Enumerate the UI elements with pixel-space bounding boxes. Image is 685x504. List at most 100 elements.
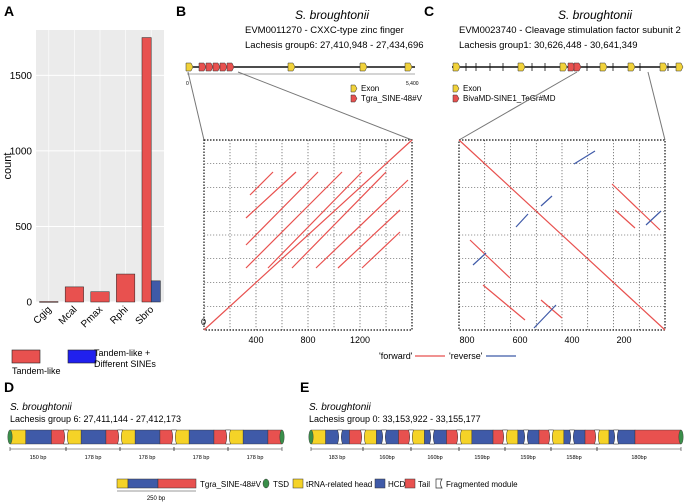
scale-end-b: 5,400 [406,81,419,87]
reverse-repeat [515,213,529,228]
forward-repeat [249,171,274,196]
sine-c [573,62,582,72]
fragmented-module [429,429,435,445]
dotplot-x-tick: 600 [512,335,527,345]
legend-tsd: TSD [273,480,289,489]
legend-trna-icon [292,478,304,489]
y-tick-label: 1500 [10,71,33,82]
hcd-module [25,429,52,445]
forward-repeat [482,284,526,321]
fragmented-module [523,429,529,445]
hcd-module [376,429,399,445]
legend-exon-c: Exon [463,84,481,93]
scale-start-b: 0 [186,81,189,87]
trna-head [65,429,82,445]
fragmented-module [569,429,575,445]
tsd-marker [279,429,285,445]
panel-label-a: A [4,3,14,19]
dotplot-origin-b: 0 [201,317,206,327]
hcd-module [80,429,107,445]
exon-c [659,62,668,72]
zoom-line-right-c [647,71,666,141]
gene-c: EVM0023740 - Cleavage stimulation factor… [459,25,681,36]
exon-b [287,62,296,72]
fragmented-module [502,429,508,445]
x-tick-label: Rphi [108,304,130,326]
forward-repeat [245,171,319,246]
bar-tandem-sbro [141,37,152,303]
fragmented-module [613,429,619,445]
exon-b [185,62,194,72]
dotplot-x-tick: 1200 [350,335,370,345]
bar-chart: 0 500 1000 1500 Cgig Mcal Pmax Rphi Sbro count [2,30,164,330]
legend-exon-icon-c [452,84,460,93]
span-label: 180bp [631,455,646,461]
legend-trna: tRNA-related head [306,480,372,489]
legend-tandem-sines-label-2: Different SINEs [94,359,156,369]
span-label: 178 bp [85,455,102,461]
span-label: 158bp [566,455,581,461]
exon-b [404,62,413,72]
exon-c [627,62,636,72]
span-label: 178 bp [139,455,156,461]
sine-b [198,62,207,72]
fragmented-module [63,429,69,445]
main-diagonal [458,139,666,331]
forward-diagonal [203,139,413,331]
panel-label-e: E [300,379,309,395]
legend-exon-b: Exon [361,84,379,93]
y-tick-label: 500 [15,222,32,233]
hcd-module [134,429,161,445]
fragmented-module [548,429,554,445]
legend-sine-icon-c [452,94,460,103]
forward-repeat [245,171,297,219]
fragmented-module [225,429,231,445]
exon-b [359,62,368,72]
locus-e: Lachesis group 0: 33,153,922 - 33,155,17… [309,414,481,424]
exon-c [517,62,526,72]
fragmented-module [594,429,600,445]
sine-b [219,62,228,72]
span-label: 178 bp [247,455,264,461]
x-tick-label: Pmax [79,304,105,330]
hcd-module [242,429,269,445]
panel-label-c: C [424,3,434,19]
exon-c [675,62,684,72]
span-label: 160bp [379,455,394,461]
reverse-repeat [540,195,553,207]
bar-tandem-sines-sbro [150,280,161,303]
legend-sine-hcd [127,478,159,489]
legend-hcd: HCD [388,480,406,489]
legend-sine-length: 250 bp [147,496,166,502]
reverse-repeat [472,252,487,266]
locus-c: Lachesis group1: 30,626,448 - 30,641,349 [459,40,638,51]
fragmented-module [117,429,123,445]
trna-head [227,429,244,445]
fragmented-module [337,429,343,445]
legend-fragmented-icon [435,478,443,489]
sine-b [226,62,235,72]
legend-tail: Tail [418,480,430,489]
span-label: 160bp [427,455,442,461]
span-label: 178 bp [193,455,210,461]
legend-tandem-label: Tandem-like [12,366,61,376]
forward-repeat [337,209,401,269]
zoom-line-left-b [187,71,205,141]
bar-tandem-cgig [39,301,59,303]
bar-tandem-rphi [116,273,136,303]
species-b: S. broughtonii [295,8,369,22]
species-e: S. broughtonii [309,402,371,413]
hcd-module [188,429,215,445]
tsd-marker [308,429,314,445]
tandem-array-d: 150 bp 178 bp 178 bp 178 bp 178 bp [7,429,285,461]
legend-sine-tail [157,478,197,489]
tail-module [51,429,67,445]
fragmented-module [408,429,414,445]
forward-repeat [611,183,661,231]
legend-tandem-sines-label-1: Tandem-like + [94,348,150,358]
trna-head [173,429,190,445]
zoom-line-right-b [237,71,413,141]
legend-sine-trna [116,478,129,489]
forward-repeat [267,171,363,269]
